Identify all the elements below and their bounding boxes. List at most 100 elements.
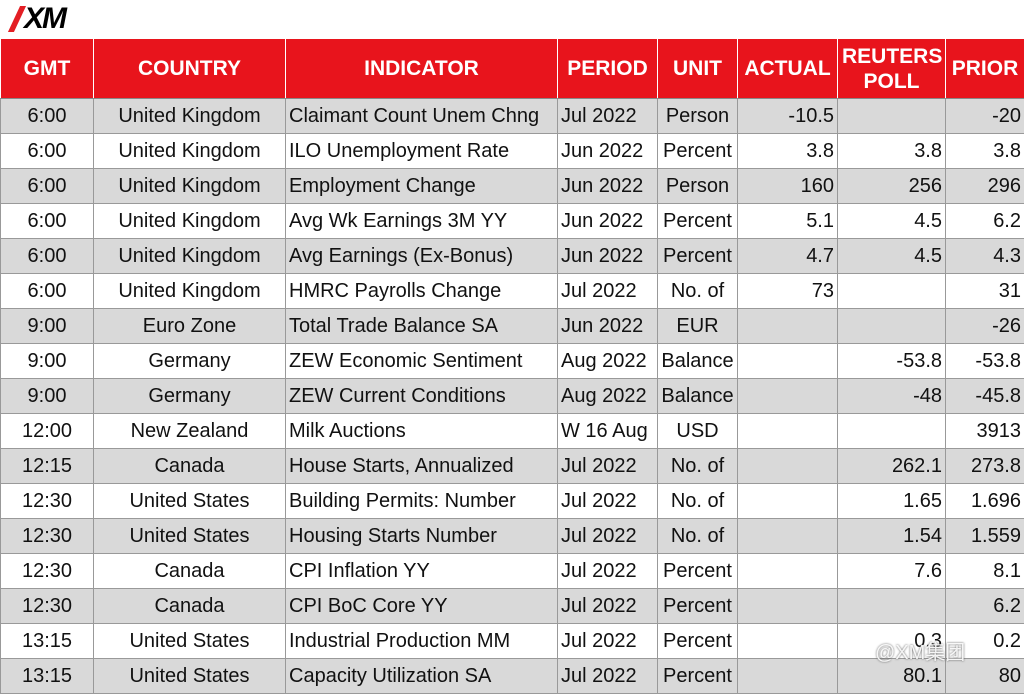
table-cell: Canada	[94, 449, 286, 484]
column-header: ACTUAL	[738, 39, 838, 99]
table-cell	[838, 309, 946, 344]
table-cell: 160	[738, 169, 838, 204]
table-cell: 273.8	[946, 449, 1024, 484]
table-cell: Euro Zone	[94, 309, 286, 344]
table-cell: United Kingdom	[94, 169, 286, 204]
table-cell: 6:00	[1, 274, 94, 309]
table-cell	[838, 414, 946, 449]
table-cell: United States	[94, 484, 286, 519]
table-cell: Industrial Production MM	[286, 624, 558, 659]
table-cell: No. of	[658, 519, 738, 554]
table-cell: United States	[94, 659, 286, 694]
table-cell: Person	[658, 169, 738, 204]
table-cell: 13:15	[1, 659, 94, 694]
table-cell: Jul 2022	[558, 484, 658, 519]
table-cell: -26	[946, 309, 1024, 344]
table-cell: 6:00	[1, 239, 94, 274]
table-cell: 7.6	[838, 554, 946, 589]
column-header: UNIT	[658, 39, 738, 99]
table-cell	[738, 554, 838, 589]
table-cell	[838, 99, 946, 134]
table-cell: Housing Starts Number	[286, 519, 558, 554]
table-cell: United States	[94, 519, 286, 554]
table-cell: Building Permits: Number	[286, 484, 558, 519]
table-cell: -20	[946, 99, 1024, 134]
table-cell: No. of	[658, 484, 738, 519]
table-cell: Aug 2022	[558, 344, 658, 379]
table-cell: Jun 2022	[558, 204, 658, 239]
table-cell: Jul 2022	[558, 659, 658, 694]
table-cell	[738, 624, 838, 659]
table-cell: 6:00	[1, 169, 94, 204]
table-cell: Percent	[658, 624, 738, 659]
table-cell: 4.3	[946, 239, 1024, 274]
table-cell: Percent	[658, 204, 738, 239]
table-cell: -48	[838, 379, 946, 414]
table-cell: Jul 2022	[558, 274, 658, 309]
table-cell: 3.8	[838, 134, 946, 169]
table-cell: No. of	[658, 449, 738, 484]
table-cell	[738, 344, 838, 379]
table-cell: United Kingdom	[94, 239, 286, 274]
table-cell	[738, 379, 838, 414]
table-cell	[838, 274, 946, 309]
table-cell: Avg Earnings (Ex-Bonus)	[286, 239, 558, 274]
column-header: INDICATOR	[286, 39, 558, 99]
table-cell: 3.8	[738, 134, 838, 169]
table-cell: Aug 2022	[558, 379, 658, 414]
table-cell: Jul 2022	[558, 519, 658, 554]
table-cell: Balance	[658, 344, 738, 379]
table-cell: 12:00	[1, 414, 94, 449]
table-cell: 31	[946, 274, 1024, 309]
table-cell: Percent	[658, 589, 738, 624]
table-cell: Jun 2022	[558, 134, 658, 169]
table-cell: United Kingdom	[94, 274, 286, 309]
table-cell: Jul 2022	[558, 99, 658, 134]
table-cell: Percent	[658, 659, 738, 694]
table-cell: 4.5	[838, 239, 946, 274]
table-cell: 12:30	[1, 519, 94, 554]
table-cell	[738, 414, 838, 449]
table-cell	[738, 659, 838, 694]
column-header: PERIOD	[558, 39, 658, 99]
table-cell: ZEW Current Conditions	[286, 379, 558, 414]
watermark: @XM集团	[875, 636, 965, 665]
table-cell: Jul 2022	[558, 449, 658, 484]
column-header: COUNTRY	[94, 39, 286, 99]
table-cell: ILO Unemployment Rate	[286, 134, 558, 169]
table-cell: Capacity Utilization SA	[286, 659, 558, 694]
table-cell: 9:00	[1, 344, 94, 379]
table-cell: Canada	[94, 589, 286, 624]
table-cell: 6.2	[946, 589, 1024, 624]
table-cell	[738, 309, 838, 344]
table-cell: -53.8	[838, 344, 946, 379]
table-cell: 3.8	[946, 134, 1024, 169]
table-cell: Jul 2022	[558, 624, 658, 659]
table-cell: Person	[658, 99, 738, 134]
table-cell: No. of	[658, 274, 738, 309]
table-cell	[738, 589, 838, 624]
column-header: GMT	[1, 39, 94, 99]
table-cell: Germany	[94, 344, 286, 379]
table-cell: Employment Change	[286, 169, 558, 204]
logo: XM	[24, 2, 65, 36]
table-cell: Jul 2022	[558, 554, 658, 589]
table-cell: 9:00	[1, 309, 94, 344]
table-cell: 9:00	[1, 379, 94, 414]
table-cell: 296	[946, 169, 1024, 204]
table-cell: 6:00	[1, 204, 94, 239]
table-cell	[838, 589, 946, 624]
